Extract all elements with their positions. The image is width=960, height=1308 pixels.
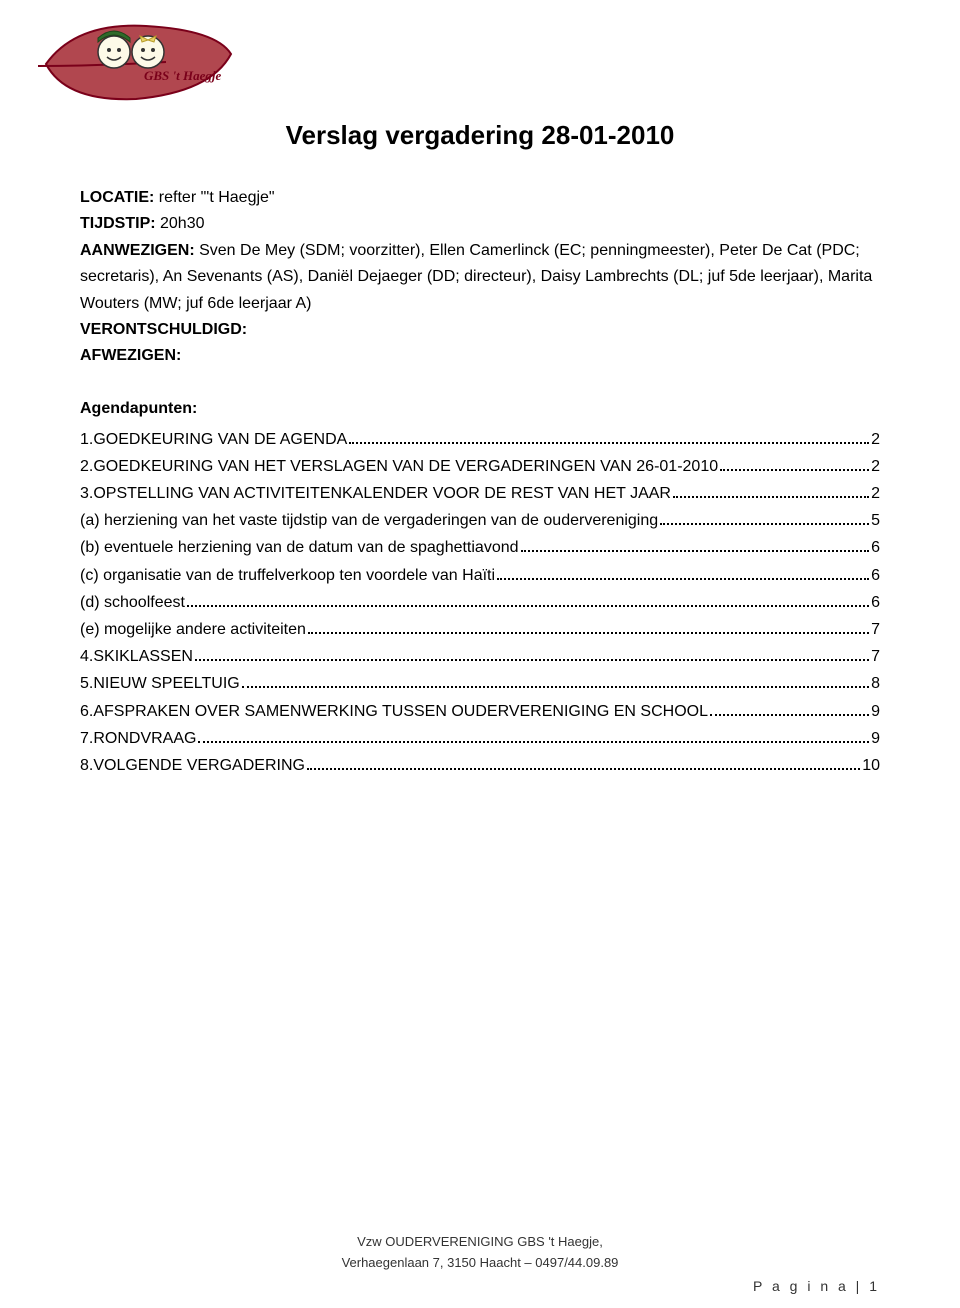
toc-page: 2 [871, 453, 880, 480]
toc-line: (a) herziening van het vaste tijdstip va… [80, 507, 880, 534]
meta-block: LOCATIE: refter "'t Haegje" TIJDSTIP: 20… [80, 185, 880, 370]
toc-dots [710, 714, 869, 716]
afwezigen-label: AFWEZIGEN: [80, 347, 181, 364]
toc-line: 4.SKIKLASSEN 7 [80, 643, 880, 670]
toc-dots [349, 442, 869, 444]
meta-aanwezigen: AANWEZIGEN: Sven De Mey (SDM; voorzitter… [80, 238, 880, 317]
toc-dots [720, 469, 869, 471]
toc-page: 9 [871, 725, 880, 752]
footer-line1: Vzw OUDERVERENIGING GBS 't Haegje, [0, 1234, 960, 1249]
table-of-contents: 1.GOEDKEURING VAN DE AGENDA 2 2.GOEDKEURIN… [80, 426, 880, 779]
toc-text: (b) eventuele herziening van de datum va… [80, 534, 519, 561]
toc-line: 5.NIEUW SPEELTUIG 8 [80, 670, 880, 697]
page-number: P a g i n a | 1 [753, 1278, 880, 1294]
footer: Vzw OUDERVERENIGING GBS 't Haegje, Verha… [0, 1234, 960, 1270]
aanwezigen-label: AANWEZIGEN: [80, 242, 195, 259]
locatie-label: LOCATIE: [80, 189, 154, 206]
toc-dots [195, 659, 869, 661]
toc-dots [660, 523, 869, 525]
toc-dots [497, 578, 869, 580]
toc-page: 6 [871, 562, 880, 589]
tijdstip-label: TIJDSTIP: [80, 215, 156, 232]
toc-page: 7 [871, 616, 880, 643]
toc-text: 2.GOEDKEURING VAN HET VERSLAGEN VAN DE V… [80, 453, 718, 480]
agenda-heading: Agendapunten: [80, 400, 880, 418]
toc-line: 8.VOLGENDE VERGADERING 10 [80, 752, 880, 779]
toc-line: 2.GOEDKEURING VAN HET VERSLAGEN VAN DE V… [80, 453, 880, 480]
meta-locatie: LOCATIE: refter "'t Haegje" [80, 185, 880, 211]
page-title: Verslag vergadering 28-01-2010 [80, 120, 880, 151]
school-logo: GBS 't Haegje [36, 14, 236, 109]
toc-line: (e) mogelijke andere activiteiten 7 [80, 616, 880, 643]
toc-dots [673, 496, 869, 498]
toc-page: 6 [871, 534, 880, 561]
toc-text: 8.VOLGENDE VERGADERING [80, 752, 305, 779]
toc-page: 7 [871, 643, 880, 670]
logo-text: GBS 't Haegje [144, 68, 221, 84]
meta-tijdstip: TIJDSTIP: 20h30 [80, 211, 880, 237]
toc-line: (c) organisatie van de truffelverkoop te… [80, 562, 880, 589]
toc-text: 7.RONDVRAAG [80, 725, 196, 752]
toc-dots [198, 741, 869, 743]
toc-page: 5 [871, 507, 880, 534]
tijdstip-value: 20h30 [156, 215, 205, 232]
toc-line: 1.GOEDKEURING VAN DE AGENDA 2 [80, 426, 880, 453]
toc-text: (c) organisatie van de truffelverkoop te… [80, 562, 495, 589]
toc-page: 2 [871, 426, 880, 453]
toc-line: 3.OPSTELLING VAN ACTIVITEITENKALENDER VO… [80, 480, 880, 507]
toc-text: 5.NIEUW SPEELTUIG [80, 670, 240, 697]
toc-dots [307, 768, 860, 770]
toc-text: (e) mogelijke andere activiteiten [80, 616, 306, 643]
toc-text: 3.OPSTELLING VAN ACTIVITEITENKALENDER VO… [80, 480, 671, 507]
verontschuldigd-label: VERONTSCHULDIGD: [80, 321, 247, 338]
toc-text: (a) herziening van het vaste tijdstip va… [80, 507, 658, 534]
toc-dots [187, 605, 869, 607]
toc-dots [521, 550, 870, 552]
meta-afwezigen: AFWEZIGEN: [80, 343, 880, 369]
locatie-value: refter "'t Haegje" [154, 189, 274, 206]
toc-line: 7.RONDVRAAG 9 [80, 725, 880, 752]
toc-text: 1.GOEDKEURING VAN DE AGENDA [80, 426, 347, 453]
footer-line2: Verhaegenlaan 7, 3150 Haacht – 0497/44.0… [0, 1255, 960, 1270]
toc-text: 6.AFSPRAKEN OVER SAMENWERKING TUSSEN OUD… [80, 698, 708, 725]
toc-page: 9 [871, 698, 880, 725]
toc-line: (d) schoolfeest 6 [80, 589, 880, 616]
toc-dots [242, 686, 869, 688]
meta-verontschuldigd: VERONTSCHULDIGD: [80, 317, 880, 343]
toc-page: 2 [871, 480, 880, 507]
toc-line: (b) eventuele herziening van de datum va… [80, 534, 880, 561]
aanwezigen-value: Sven De Mey (SDM; voorzitter), Ellen Cam… [80, 242, 872, 312]
toc-page: 8 [871, 670, 880, 697]
toc-text: 4.SKIKLASSEN [80, 643, 193, 670]
toc-line: 6.AFSPRAKEN OVER SAMENWERKING TUSSEN OUD… [80, 698, 880, 725]
toc-page: 6 [871, 589, 880, 616]
toc-text: (d) schoolfeest [80, 589, 185, 616]
leaf-icon [36, 14, 236, 109]
toc-dots [308, 632, 869, 634]
toc-page: 10 [862, 752, 880, 779]
